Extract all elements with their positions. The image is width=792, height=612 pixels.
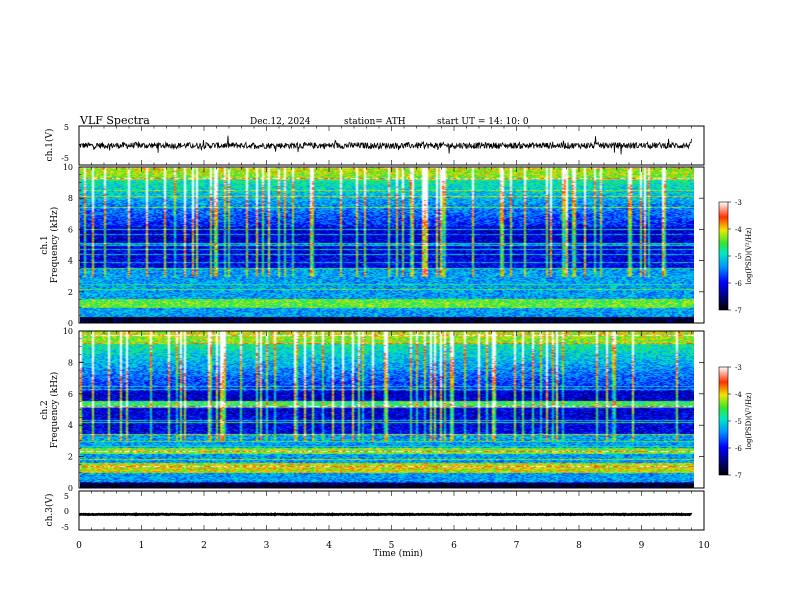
ch3-ylabel: ch.3(V) — [44, 494, 55, 527]
time-tick-label: 8 — [576, 541, 582, 551]
colorbar-tick-label: -7 — [735, 472, 742, 480]
colorbar-ch2-label: log(PSD)(V²/Hz) — [745, 392, 753, 449]
time-tick-label: 4 — [326, 541, 332, 551]
ch1-ytick-top: 5 — [64, 123, 69, 132]
colorbar-ch1-scale — [718, 201, 729, 311]
time-tick-label: 2 — [201, 541, 207, 551]
ch1-spec-ylabel-frequency: Frequency (kHz) — [49, 207, 60, 284]
start-time-label: start UT = 14: 10: 0 — [437, 117, 529, 127]
time-tick-label: 7 — [514, 541, 520, 551]
date-label: Dec.12, 2024 — [250, 117, 311, 127]
freq-tick-label: 8 — [68, 358, 73, 367]
time-axis: 0 1 2 3 4 5 6 7 8 9 10 — [76, 541, 710, 551]
colorbar-tick-label: -3 — [735, 199, 742, 207]
ch1-ylabel: ch.1(V) — [44, 129, 55, 162]
ch2-spec-ylabel-channel: ch.2 — [40, 400, 50, 419]
ch3-ytick-top: 5 — [64, 492, 69, 501]
freq-tick-label: 4 — [68, 257, 73, 266]
ch2-spec-ylabel-frequency: Frequency (kHz) — [49, 372, 60, 449]
freq-tick-label: 10 — [63, 163, 73, 172]
colorbar-ch2: -3 -4 -5 -6 -7 log(PSD)(V²/Hz) — [718, 364, 753, 480]
spectrogram-ch1-image — [80, 167, 694, 323]
time-tick-label: 0 — [76, 541, 82, 551]
freq-tick-label: 4 — [68, 421, 73, 430]
spectrogram-panel-ch1: 0 2 4 6 8 10 ch.1 Frequency (kHz) — [40, 163, 705, 328]
colorbar-tick-label: -4 — [735, 226, 742, 234]
freq-tick-label: 6 — [68, 225, 73, 234]
colorbar-ch2-scale — [718, 366, 729, 476]
figure-title: VLF Spectra — [79, 114, 150, 127]
time-tick-label: 10 — [698, 541, 710, 551]
colorbar-tick-label: -7 — [735, 307, 742, 315]
spectrogram-panel-ch2: 0 2 4 6 8 10 ch.2 Frequency (kHz) — [40, 327, 705, 493]
freq-tick-label: 0 — [68, 484, 73, 493]
ch3-ytick-bottom: -5 — [61, 523, 69, 532]
freq-tick-label: 6 — [68, 390, 73, 399]
time-tick-label: 6 — [451, 541, 457, 551]
colorbar-tick-label: -5 — [735, 418, 742, 426]
colorbar-tick-label: -5 — [735, 253, 742, 261]
waveform-ch3-trace — [78, 512, 693, 517]
ch1-spec-ylabel-channel: ch.1 — [40, 235, 50, 254]
time-tick-label: 1 — [139, 541, 145, 551]
spectrogram-ch2-image — [80, 331, 694, 488]
colorbar-ch1: -3 -4 -5 -6 -7 log(PSD)(V²/Hz) — [718, 199, 753, 315]
freq-tick-label: 2 — [68, 453, 73, 462]
freq-tick-label: 0 — [68, 319, 73, 328]
freq-tick-label: 8 — [68, 194, 73, 203]
ch3-ytick-middle: 0 — [64, 507, 69, 516]
freq-tick-label: 10 — [63, 327, 73, 336]
ch1-ytick-bottom: -5 — [61, 154, 69, 163]
waveform-ch3-frame — [78, 490, 705, 531]
freq-tick-label: 2 — [68, 288, 73, 297]
waveform-panel-ch1: 5 -5 ch.1(V) — [44, 123, 705, 166]
time-tick-label: 9 — [639, 541, 645, 551]
time-tick-label: 3 — [264, 541, 270, 551]
colorbar-ch1-label: log(PSD)(V²/Hz) — [745, 227, 753, 284]
waveform-panel-ch3: 5 0 -5 ch.3(V) — [44, 490, 705, 532]
time-axis-label: Time (min) — [373, 548, 423, 559]
colorbar-tick-label: -6 — [735, 280, 742, 288]
colorbar-tick-label: -4 — [735, 391, 742, 399]
colorbar-tick-label: -3 — [735, 364, 742, 372]
station-label: station= ATH — [344, 117, 406, 127]
time-tick-label: 5 — [389, 541, 395, 551]
colorbar-tick-label: -6 — [735, 445, 742, 453]
waveform-ch1-trace — [78, 135, 692, 155]
